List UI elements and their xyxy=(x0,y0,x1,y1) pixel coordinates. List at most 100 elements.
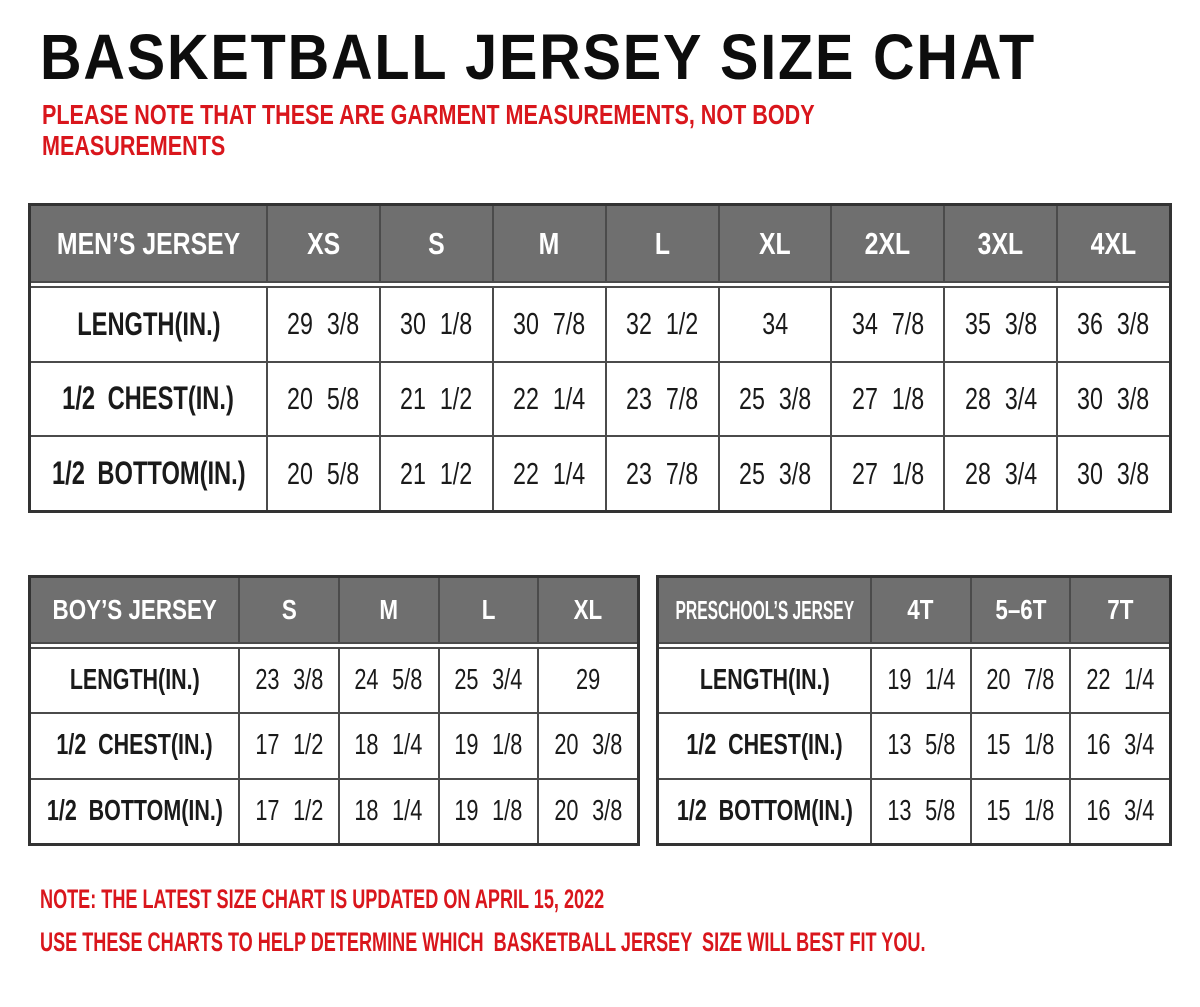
measurement-cell-text: 15 1/8 xyxy=(986,729,1055,762)
measurement-cell: 29 3/8 xyxy=(268,288,379,361)
size-column-header-text: XS xyxy=(306,225,340,261)
measurement-cell-text: 24 5/8 xyxy=(354,664,423,697)
measurement-cell-text: 19 1/8 xyxy=(454,794,523,827)
row-label-cell-text: 1/2 BOTTOM(IN.) xyxy=(676,794,853,827)
mens-table-body: LENGTH(IN.) 29 3/8 30 1/8 30 7/8 32 1/2 34 34 … xyxy=(31,286,1169,510)
row-label-cell-text: 1/2 CHEST(IN.) xyxy=(56,729,213,762)
measurement-cell-text: 21 1/2 xyxy=(400,380,473,416)
measurement-cell: 24 5/8 xyxy=(339,649,438,713)
size-column-header: 3XL xyxy=(945,206,1057,281)
measurement-cell: 19 1/8 xyxy=(439,714,538,778)
measurement-cell-text: 29 xyxy=(576,664,601,697)
row-label-cell-text: LENGTH(IN.) xyxy=(699,664,830,697)
row-label-cell: LENGTH(IN.) xyxy=(31,288,266,361)
measurement-cell-text: 32 1/2 xyxy=(625,306,699,342)
measurement-cell-text: 23 7/8 xyxy=(625,380,699,416)
size-column-header-text: 4T xyxy=(907,594,934,625)
measurement-cell-text: 20 5/8 xyxy=(287,380,360,416)
table-title-cell-text: BOY’S JERSEY xyxy=(52,594,217,625)
measurement-cell-text: 17 1/2 xyxy=(254,794,323,827)
measurement-cell-text: 23 7/8 xyxy=(625,455,699,491)
measurement-cell-text: 25 3/8 xyxy=(738,380,812,416)
size-column-header: M xyxy=(493,206,605,281)
size-column-header-text: S xyxy=(428,225,445,261)
measurement-cell: 27 1/8 xyxy=(832,362,944,436)
measurement-cell-text: 15 1/8 xyxy=(986,794,1055,827)
measurement-cell-text: 22 1/4 xyxy=(513,380,586,416)
size-column-header: XL xyxy=(539,578,637,642)
measurement-cell: 18 1/4 xyxy=(339,714,438,778)
measurement-cell: 28 3/4 xyxy=(945,362,1057,436)
measurement-cell-text: 27 1/8 xyxy=(851,380,924,416)
size-column-header-text: 7T xyxy=(1107,594,1134,625)
measurement-cell-text: 19 1/8 xyxy=(454,729,523,762)
measurement-cell-text: 25 3/8 xyxy=(738,455,812,491)
measurement-cell-text: 25 3/4 xyxy=(454,664,523,697)
measurement-cell-text: 36 3/8 xyxy=(1077,306,1150,342)
measurement-cell-text: 34 xyxy=(761,306,788,342)
row-label-cell: LENGTH(IN.) xyxy=(31,649,238,713)
measurement-cell-text: 35 3/8 xyxy=(964,306,1037,342)
measurement-cell: 16 3/4 xyxy=(1071,714,1169,778)
measurement-cell-text: 30 1/8 xyxy=(400,306,473,342)
size-column-header: 4XL xyxy=(1058,206,1169,281)
measurement-cell-text: 18 1/4 xyxy=(354,794,423,827)
measurement-cell: 20 7/8 xyxy=(971,649,1070,713)
measurement-cell-text: 20 5/8 xyxy=(287,455,360,491)
measurement-cell-text: 17 1/2 xyxy=(254,729,323,762)
measurement-cell-text: 23 3/8 xyxy=(254,664,323,697)
measurement-cell-text: 18 1/4 xyxy=(354,729,423,762)
size-column-header-text: M xyxy=(379,594,398,625)
measurement-cell-text: 20 3/8 xyxy=(554,794,623,827)
measurement-cell: 28 3/4 xyxy=(945,437,1057,510)
measurement-cell: 29 xyxy=(539,649,637,713)
row-label-cell-text: 1/2 CHEST(IN.) xyxy=(62,380,235,417)
table-title-cell: MEN’S JERSEY xyxy=(31,206,266,281)
measurement-cell: 23 7/8 xyxy=(606,362,718,436)
measurement-cell-text: 22 1/4 xyxy=(513,455,586,491)
measurement-cell: 30 7/8 xyxy=(493,288,605,361)
measurement-cell: 13 5/8 xyxy=(872,714,970,778)
measurement-cell: 17 1/2 xyxy=(240,779,338,843)
measurement-cell-text: 16 3/4 xyxy=(1086,729,1155,762)
size-column-header: L xyxy=(439,578,538,642)
measurement-cell-text: 29 3/8 xyxy=(287,306,360,342)
row-label-cell: 1/2 BOTTOM(IN.) xyxy=(31,437,266,510)
measurement-cell: 22 1/4 xyxy=(1071,649,1169,713)
measurement-cell: 25 3/8 xyxy=(719,362,831,436)
measurement-cell-text: 20 3/8 xyxy=(554,729,623,762)
measurement-cell: 21 1/2 xyxy=(380,437,492,510)
measurement-cell: 34 7/8 xyxy=(832,288,944,361)
usage-note: USE THESE CHARTS TO HELP DETERMINE WHICH… xyxy=(40,927,926,957)
measurement-cell: 27 1/8 xyxy=(832,437,944,510)
row-label-cell: 1/2 BOTTOM(IN.) xyxy=(659,779,870,843)
size-column-header-text: L xyxy=(654,225,670,261)
preschool-table-body: LENGTH(IN.) 19 1/4 20 7/8 22 1/4 1/2 CHEST(I… xyxy=(659,647,1169,843)
measurement-cell: 23 7/8 xyxy=(606,437,718,510)
measurement-cell-text: 13 5/8 xyxy=(886,794,955,827)
measurement-cell: 19 1/8 xyxy=(439,779,538,843)
size-column-header: S xyxy=(380,206,492,281)
measurement-cell: 30 1/8 xyxy=(380,288,492,361)
measurement-cell: 20 3/8 xyxy=(539,779,637,843)
size-column-header: 5–6T xyxy=(971,578,1070,642)
size-column-header-text: XL xyxy=(573,594,603,625)
row-label-cell: LENGTH(IN.) xyxy=(659,649,870,713)
measurement-cell: 21 1/2 xyxy=(380,362,492,436)
measurement-cell-text: 34 7/8 xyxy=(851,306,924,342)
measurement-cell: 15 1/8 xyxy=(971,714,1070,778)
size-column-header: L xyxy=(606,206,718,281)
measurement-cell: 32 1/2 xyxy=(606,288,718,361)
size-column-header: XL xyxy=(719,206,831,281)
update-date-note: NOTE: THE LATEST SIZE CHART IS UPDATED O… xyxy=(40,884,605,914)
measurement-cell: 30 3/8 xyxy=(1058,437,1169,510)
measurement-cell-text: 16 3/4 xyxy=(1086,794,1155,827)
boys-table-body: LENGTH(IN.) 23 3/8 24 5/8 25 3/4 29 1/2 CHEST… xyxy=(31,647,637,843)
size-column-header-text: L xyxy=(481,594,496,625)
measurement-cell: 19 1/4 xyxy=(872,649,970,713)
size-column-header: XS xyxy=(268,206,379,281)
measurement-cell: 15 1/8 xyxy=(971,779,1070,843)
row-label-cell: 1/2 CHEST(IN.) xyxy=(31,362,266,436)
measurement-cell: 17 1/2 xyxy=(240,714,338,778)
mens-table-header-row: MEN’S JERSEY XS S M L XL 2XL 3XL 4XL xyxy=(31,206,1169,283)
